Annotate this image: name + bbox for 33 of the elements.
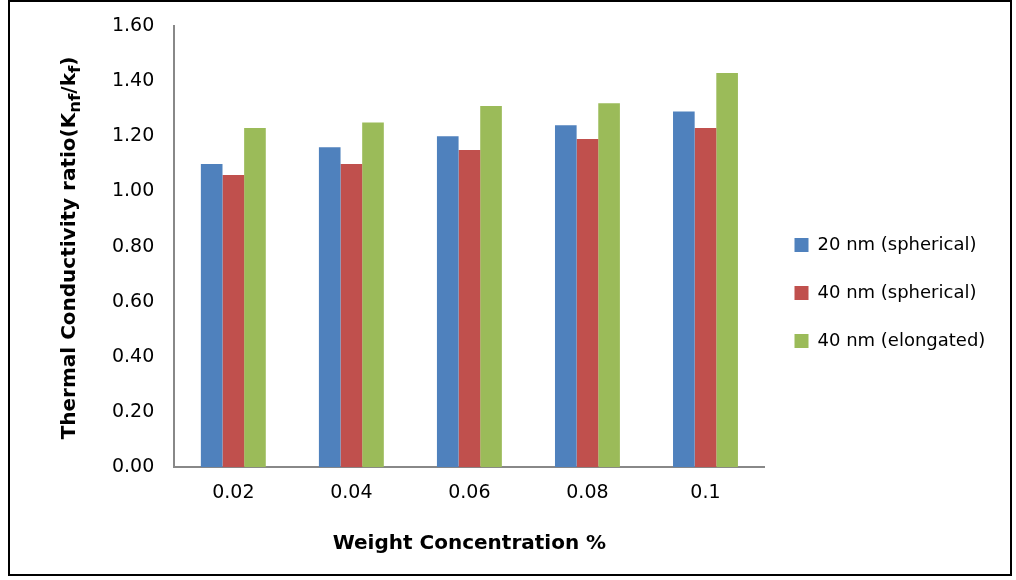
bar	[436, 136, 459, 468]
x-tick-label: 0.02	[212, 479, 255, 502]
bar	[694, 128, 717, 468]
bar	[716, 72, 738, 468]
bar	[554, 125, 577, 468]
y-tick-label: 1.20	[111, 123, 155, 146]
y-tick-label: 0.80	[111, 233, 155, 256]
legend-label: 20 nm (spherical)	[817, 232, 977, 254]
bar	[458, 150, 481, 468]
bar	[673, 111, 695, 468]
bar	[340, 163, 363, 468]
x-tick-label: 0.06	[448, 479, 491, 502]
legend-label: 40 nm (elongated)	[817, 328, 986, 350]
bar	[318, 147, 341, 468]
y-tick-label: 0.00	[111, 454, 155, 477]
y-tick-label: 0.20	[111, 398, 155, 421]
y-tick-label: 1.00	[111, 178, 155, 201]
bar	[598, 103, 620, 468]
x-tick-label: 0.04	[330, 479, 373, 502]
bar	[200, 163, 223, 468]
bar	[576, 139, 599, 468]
y-tick-label: 0.40	[111, 343, 155, 366]
x-tick-label: 0.1	[690, 479, 721, 502]
y-tick-label: 1.60	[111, 12, 155, 35]
x-axis-title: Weight Concentration %	[332, 530, 607, 555]
y-tick-label: 0.60	[111, 288, 155, 311]
legend-label: 40 nm (spherical)	[817, 280, 977, 302]
bar	[362, 122, 384, 468]
bar	[244, 128, 266, 468]
y-tick-label: 1.40	[111, 68, 155, 91]
bar	[480, 105, 502, 468]
bar	[222, 174, 245, 468]
x-tick-label: 0.08	[566, 479, 609, 502]
